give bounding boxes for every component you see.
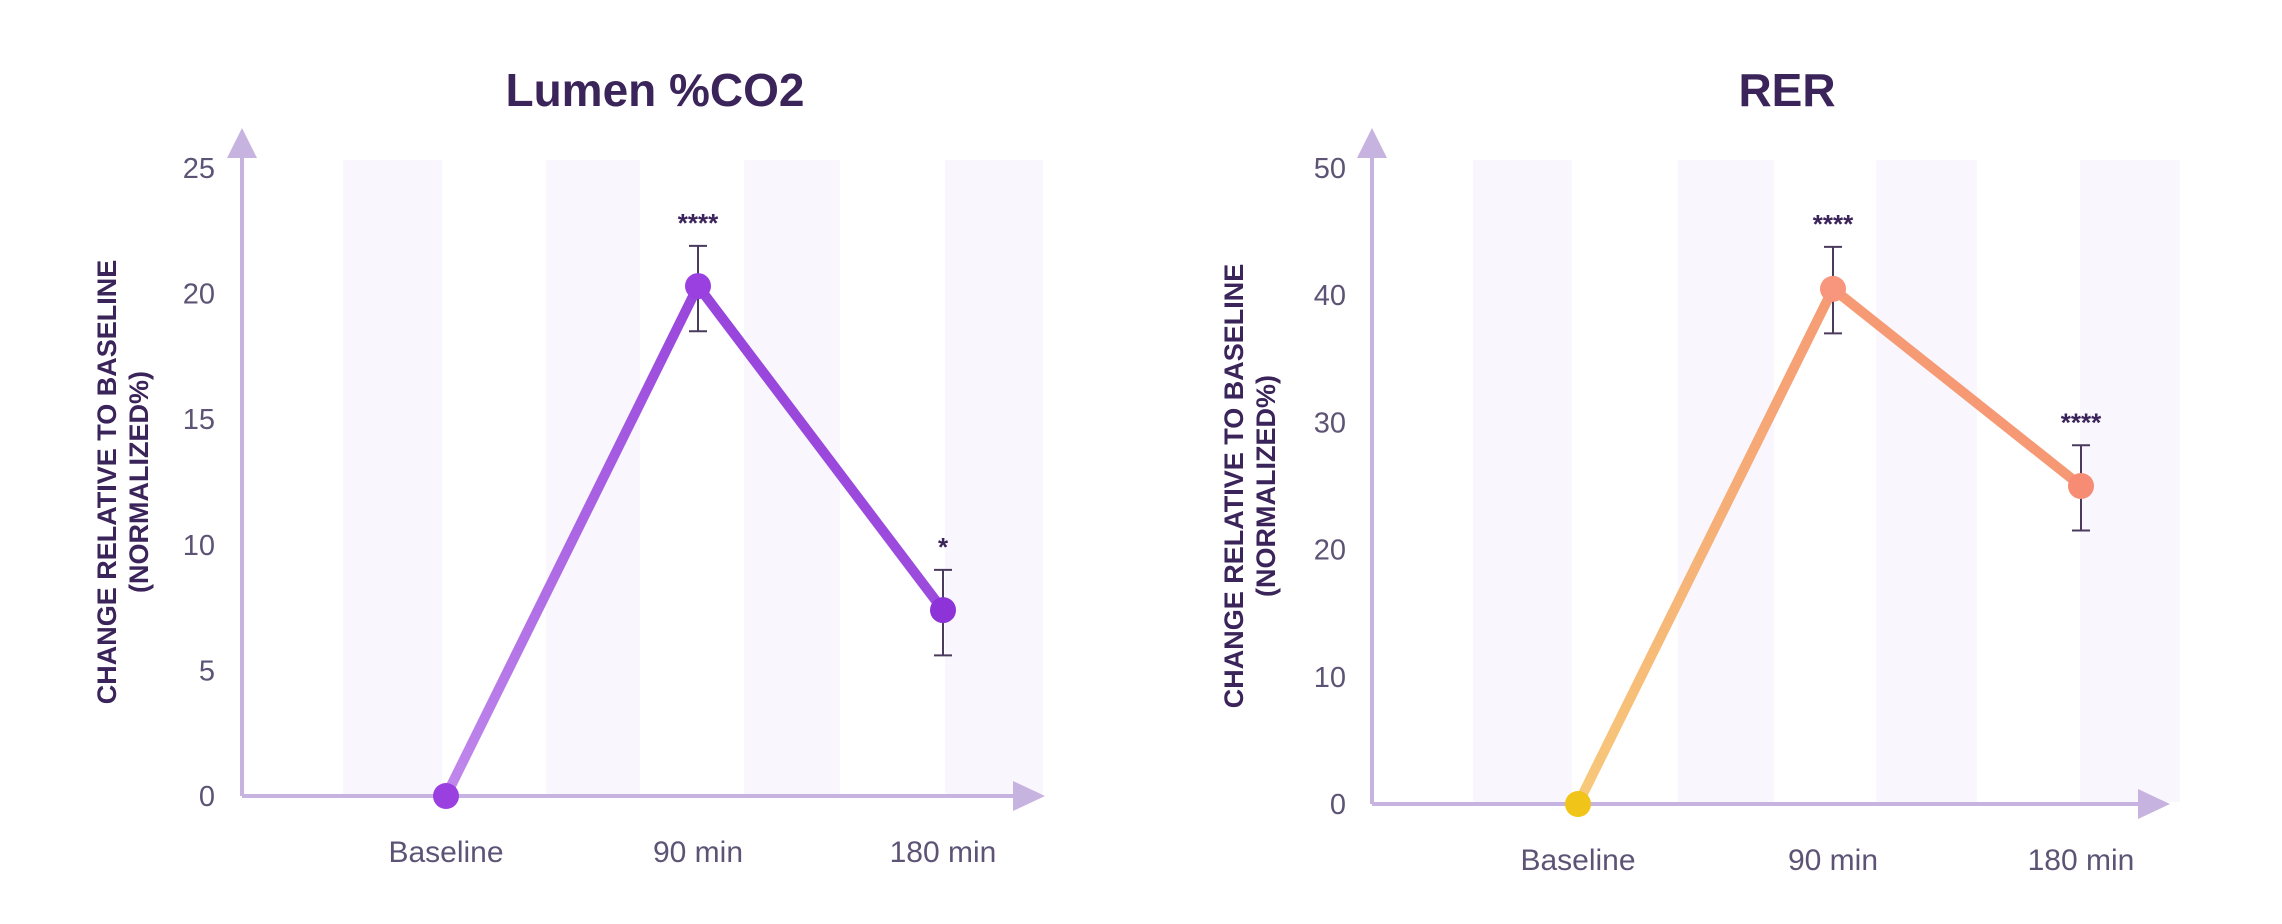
y-tick-label-1: 5 xyxy=(199,655,215,687)
x-tick-label-0: Baseline xyxy=(388,836,503,869)
data-point-0 xyxy=(1565,791,1591,817)
y-axis-label-line1: CHANGE RELATIVE TO BASELINE xyxy=(92,260,122,705)
data-point-1 xyxy=(1820,275,1846,302)
background-band-2 xyxy=(744,160,840,794)
background-band-1 xyxy=(546,160,640,794)
y-axis-label-line2: (NORMALIZED%) xyxy=(124,371,154,593)
x-axis-arrow xyxy=(2138,789,2170,819)
data-point-0 xyxy=(433,783,459,809)
background-band-2 xyxy=(1876,160,1977,802)
y-axis-arrow xyxy=(227,128,257,158)
chart-title: RER xyxy=(1738,64,1835,116)
background-band-1 xyxy=(1678,160,1774,802)
data-point-2 xyxy=(930,597,956,624)
y-tick-label-0: 0 xyxy=(199,781,215,813)
significance-label-1: **** xyxy=(1813,209,1854,239)
y-tick-label-4: 40 xyxy=(1314,280,1346,312)
y-tick-label-2: 10 xyxy=(183,530,215,562)
background-band-0 xyxy=(1473,160,1572,802)
y-tick-label-4: 20 xyxy=(183,279,215,311)
y-axis-label-line2: (NORMALIZED%) xyxy=(1251,375,1281,597)
x-tick-label-1: 90 min xyxy=(653,836,743,869)
y-axis-label: CHANGE RELATIVE TO BASELINE(NORMALIZED%) xyxy=(1219,264,1281,709)
y-axis-arrow xyxy=(1357,128,1387,158)
y-tick-label-0: 0 xyxy=(1330,789,1346,821)
y-tick-label-2: 20 xyxy=(1314,535,1346,567)
y-axis-label: CHANGE RELATIVE TO BASELINE(NORMALIZED%) xyxy=(92,260,154,705)
data-point-2 xyxy=(2068,473,2094,499)
lumen-co2-chart: Lumen %CO2 CHANGE RELATIVE TO BASELINE(NO… xyxy=(92,64,1045,869)
rer-chart: RER CHANGE RELATIVE TO BASELINE(NORMALIZE… xyxy=(1219,64,2180,877)
y-axis-label-line1: CHANGE RELATIVE TO BASELINE xyxy=(1219,264,1249,709)
series-line xyxy=(441,281,948,801)
y-tick-label-3: 15 xyxy=(183,404,215,436)
x-tick-label-1: 90 min xyxy=(1788,844,1878,877)
y-tick-label-5: 25 xyxy=(183,153,215,185)
background-band-0 xyxy=(343,160,442,794)
background-band-3 xyxy=(2080,160,2180,802)
background-band-3 xyxy=(945,160,1043,794)
y-tick-label-5: 50 xyxy=(1314,153,1346,185)
y-tick-label-1: 10 xyxy=(1314,662,1346,694)
significance-label-1: **** xyxy=(678,208,719,238)
y-tick-label-3: 30 xyxy=(1314,407,1346,439)
data-point-1 xyxy=(685,273,711,300)
significance-label-2: * xyxy=(938,532,949,562)
x-tick-label-2: 180 min xyxy=(2028,844,2135,877)
x-tick-label-0: Baseline xyxy=(1520,844,1635,877)
chart-title: Lumen %CO2 xyxy=(505,64,804,116)
x-tick-label-2: 180 min xyxy=(890,836,997,869)
x-axis-arrow xyxy=(1013,781,1045,811)
series-line xyxy=(1573,283,2086,809)
significance-label-2: **** xyxy=(2061,407,2102,437)
